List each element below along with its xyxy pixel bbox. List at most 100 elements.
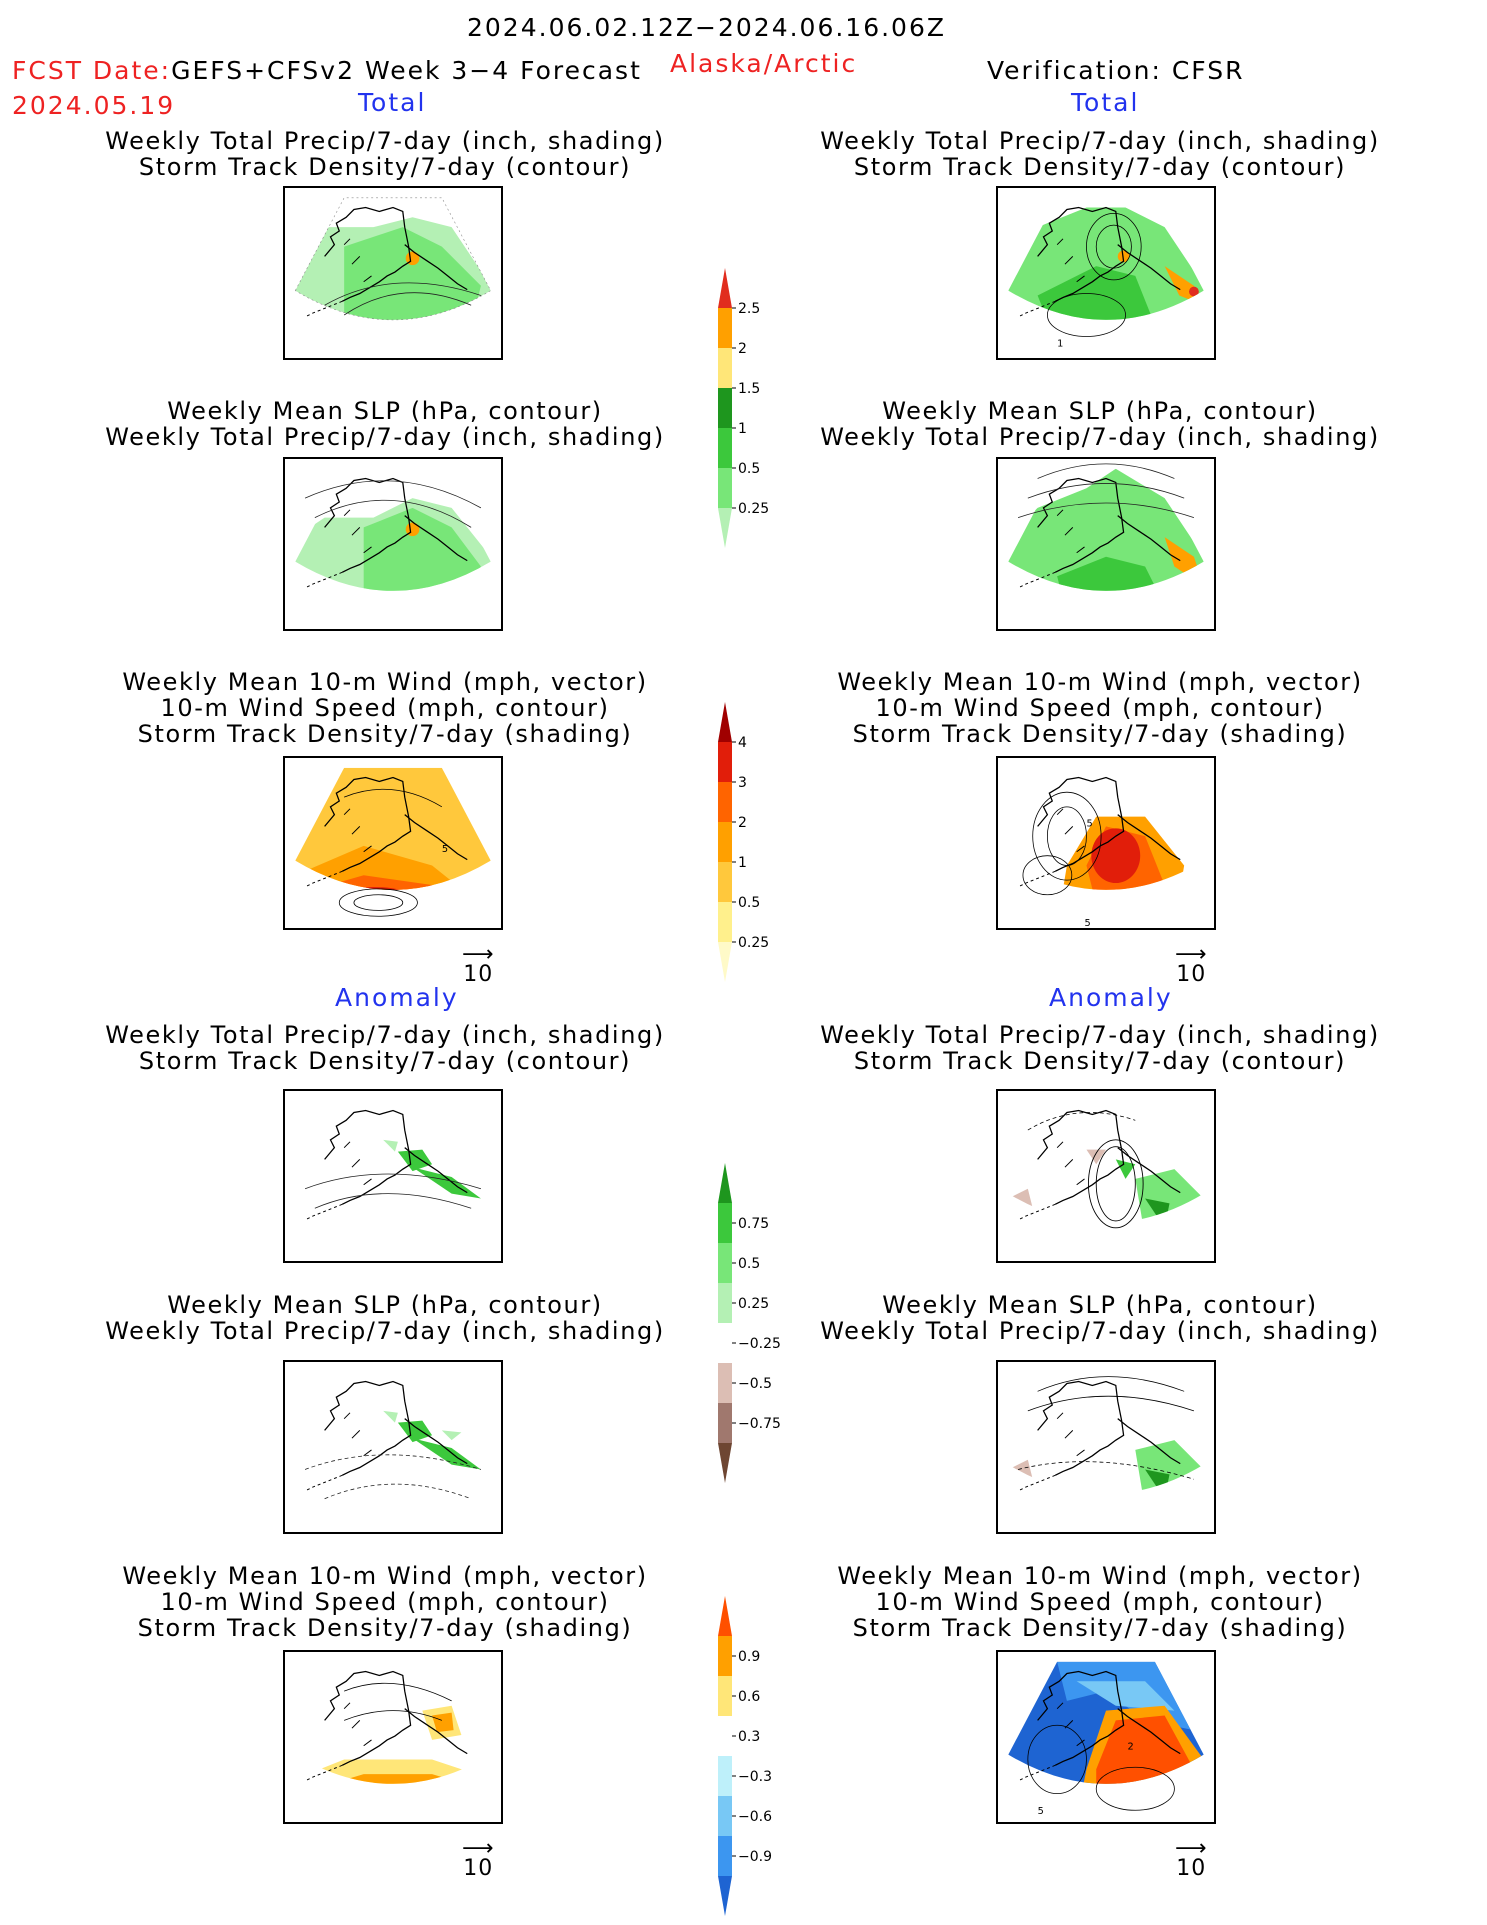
contour-label: 5	[1085, 918, 1091, 928]
colorbar-label: 0.25	[738, 501, 769, 517]
colorbar-segment	[718, 1323, 732, 1363]
colorbar-segment	[718, 862, 732, 902]
colorbar-label: −0.6	[738, 1809, 772, 1825]
fcst-date: 2024.05.19	[12, 91, 176, 120]
colorbar-label: 4	[738, 735, 747, 751]
region-label: Alaska/Arctic	[670, 49, 858, 78]
panel-title-verif-anom-precip: Weekly Total Precip/7-day (inch, shading…	[820, 1021, 1380, 1075]
colorbar-storm-anom: −0.9 −0.6 −0.3 0.3 0.6 0.9	[718, 1596, 798, 1920]
colorbar-label: 0.25	[738, 935, 769, 951]
colorbar-segment	[718, 348, 732, 388]
panel-title-forecast-total-wind: Weekly Mean 10-m Wind (mph, vector) 10-m …	[122, 668, 648, 748]
colorbar-precip-total: 0.25 0.5 1 1.5 2 2.5	[718, 268, 798, 552]
map-forecast-total-slp	[283, 457, 503, 631]
colorbar-top-tip	[718, 268, 732, 308]
colorbar-segment	[718, 1243, 732, 1283]
panel-title-forecast-anom-wind: Weekly Mean 10-m Wind (mph, vector) 10-m …	[122, 1562, 648, 1642]
colorbar-segment	[718, 468, 732, 508]
contour-label: 1	[1057, 338, 1063, 349]
vector-ref-forecast-total: ⟶ 10	[462, 942, 495, 988]
colorbar-segment	[718, 1203, 732, 1243]
colorbar-label: 0.25	[738, 1296, 769, 1312]
colorbar-segment	[718, 822, 732, 862]
colorbar-segment	[718, 1796, 732, 1836]
map-verif-anom-precip	[996, 1089, 1216, 1263]
colorbar-label: −0.3	[738, 1769, 772, 1785]
colorbar-segment	[718, 1676, 732, 1716]
colorbar-label: 2	[738, 815, 747, 831]
colorbar-segment	[718, 1636, 732, 1676]
colorbar-label: 0.9	[738, 1649, 760, 1665]
colorbar-label: 0.5	[738, 895, 760, 911]
colorbar-label: 1	[738, 855, 747, 871]
map-verif-total-slp	[996, 457, 1216, 631]
forecast-title: FCST Date:GEFS+CFSv2 Week 3−4 Forecast	[12, 57, 642, 84]
colorbar-label: 2	[738, 341, 747, 357]
colorbar-bottom-tip	[718, 1876, 732, 1916]
map-verif-anom-wind: 2 5	[996, 1650, 1216, 1824]
colorbar-segment	[718, 1836, 732, 1876]
colorbar-top-tip	[718, 1163, 732, 1203]
colorbar-top-tip	[718, 1596, 732, 1636]
colorbar-segment	[718, 388, 732, 428]
arrow-icon: ⟶	[462, 942, 495, 967]
colorbar-label: −0.5	[738, 1376, 772, 1392]
vector-ref-forecast-anom: ⟶ 10	[462, 1836, 495, 1882]
contour-label: 5	[442, 844, 448, 855]
arrow-icon: ⟶	[462, 1836, 495, 1861]
colorbar-label: 0.5	[738, 461, 760, 477]
colorbar-segment	[718, 902, 732, 942]
model-name: GEFS+CFSv2 Week 3−4 Forecast	[171, 56, 642, 85]
colorbar-segment	[718, 1756, 732, 1796]
panel-title-forecast-anom-precip: Weekly Total Precip/7-day (inch, shading…	[105, 1021, 665, 1075]
map-verif-anom-slp	[996, 1360, 1216, 1534]
panel-title-verif-total-slp: Weekly Mean SLP (hPa, contour) Weekly Tot…	[820, 397, 1380, 451]
verification-label: Verification: CFSR	[987, 56, 1245, 85]
colorbar-label: 0.75	[738, 1216, 769, 1232]
arrow-icon: ⟶	[1175, 1836, 1208, 1861]
colorbar-label: −0.25	[738, 1336, 781, 1352]
map-verif-total-precip: 1	[996, 186, 1216, 360]
colorbar-label: 1.5	[738, 381, 760, 397]
colorbar-label: 2.5	[738, 301, 760, 317]
vector-ref-verif-anom: ⟶ 10	[1175, 1836, 1208, 1882]
colorbar-label: 0.6	[738, 1689, 760, 1705]
colorbar-segment	[718, 308, 732, 348]
panel-title-forecast-total-precip: Weekly Total Precip/7-day (inch, shading…	[105, 127, 665, 181]
colorbar-label: 0.5	[738, 1256, 760, 1272]
colorbar-bottom-tip	[718, 508, 732, 548]
colorbar-top-tip	[718, 702, 732, 742]
fcst-label: FCST Date:	[12, 56, 172, 85]
date-range: 2024.06.02.12Z−2024.06.16.06Z	[467, 13, 946, 42]
colorbar-segment	[718, 1716, 732, 1756]
panel-title-forecast-total-slp: Weekly Mean SLP (hPa, contour) Weekly Tot…	[105, 397, 665, 451]
section-total-left: Total	[358, 88, 427, 117]
colorbar-bottom-tip	[718, 942, 732, 982]
map-verif-total-wind: 5 5	[996, 756, 1216, 930]
contour-label: 2	[1127, 1742, 1133, 1753]
colorbar-label: −0.75	[738, 1416, 781, 1432]
map-forecast-total-wind: 5	[283, 756, 503, 930]
panel-title-verif-total-wind: Weekly Mean 10-m Wind (mph, vector) 10-m …	[837, 668, 1363, 748]
colorbar-bottom-tip	[718, 1443, 732, 1483]
colorbar-precip-anom: −0.75 −0.5 −0.25 0.25 0.5 0.75	[718, 1163, 798, 1487]
colorbar-label: 0.3	[738, 1729, 760, 1745]
section-total-right: Total	[1071, 88, 1140, 117]
map-forecast-anom-slp	[283, 1360, 503, 1534]
contour-label: 5	[1086, 818, 1092, 829]
panel-title-verif-anom-slp: Weekly Mean SLP (hPa, contour) Weekly Tot…	[820, 1291, 1380, 1345]
arrow-icon: ⟶	[1175, 942, 1208, 967]
map-forecast-anom-wind	[283, 1650, 503, 1824]
colorbar-label: 3	[738, 775, 747, 791]
map-forecast-total-precip	[283, 186, 503, 360]
panel-title-forecast-anom-slp: Weekly Mean SLP (hPa, contour) Weekly Tot…	[105, 1291, 665, 1345]
colorbar-label: 1	[738, 421, 747, 437]
section-anomaly-left: Anomaly	[335, 983, 459, 1012]
section-anomaly-right: Anomaly	[1049, 983, 1173, 1012]
panel-title-verif-anom-wind: Weekly Mean 10-m Wind (mph, vector) 10-m …	[837, 1562, 1363, 1642]
colorbar-segment	[718, 428, 732, 468]
colorbar-segment	[718, 1363, 732, 1403]
colorbar-segment	[718, 742, 732, 782]
colorbar-label: −0.9	[738, 1849, 772, 1865]
colorbar-storm-total: 0.25 0.5 1 2 3 4	[718, 702, 798, 986]
